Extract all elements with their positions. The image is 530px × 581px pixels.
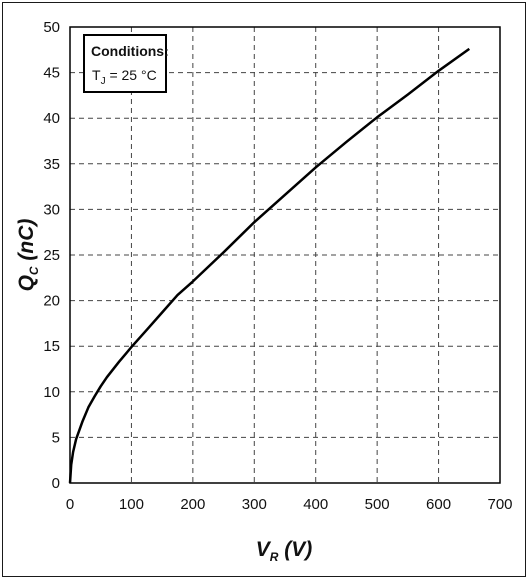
x-tick-labels: 0 100 200 300 400 500 600 700	[66, 496, 513, 513]
y-tick-label: 5	[52, 429, 60, 446]
x-tick-label: 400	[303, 496, 328, 513]
x-tick-label: 100	[119, 496, 144, 513]
conditions-t-symbol: T	[92, 67, 101, 83]
x-tick-label: 0	[66, 496, 74, 513]
x-tick-label: 500	[365, 496, 390, 513]
y-axis-title: QC (nC)	[15, 219, 41, 292]
x-tick-label: 600	[426, 496, 451, 513]
conditions-title: Conditions:	[91, 43, 169, 59]
y-tick-label: 20	[43, 293, 60, 310]
grid-lines	[70, 27, 500, 483]
conditions-j-subscript: J	[101, 76, 106, 87]
y-tick-label: 0	[52, 475, 60, 492]
y-tick-label: 30	[43, 201, 60, 218]
y-tick-label: 50	[43, 19, 60, 36]
series-group	[68, 47, 471, 484]
conditions-temp-value: = 25 °C	[106, 67, 157, 83]
x-axis-subscript: R	[270, 550, 279, 564]
y-tick-label: 10	[43, 384, 60, 401]
x-tick-label: 300	[242, 496, 267, 513]
x-tick-label: 700	[487, 496, 512, 513]
x-axis-symbol: V	[256, 538, 272, 561]
y-axis-unit: (nC)	[15, 219, 38, 267]
y-tick-labels: 0 5 10 15 20 25 30 35 40 45 50	[43, 19, 60, 492]
chart-frame	[2, 2, 526, 577]
y-tick-label: 45	[43, 65, 60, 82]
y-tick-label: 40	[43, 110, 60, 127]
x-tick-label: 200	[180, 496, 205, 513]
x-axis-title: VR (V)	[256, 538, 313, 564]
y-axis-symbol: Q	[15, 275, 38, 291]
series-line-qc	[68, 47, 471, 484]
x-axis-unit: (V)	[278, 538, 312, 561]
conditions-box: Conditions: TJ = 25 °C	[83, 34, 169, 93]
y-tick-label: 25	[43, 247, 60, 264]
plot-border	[69, 26, 501, 484]
y-axis-subscript: C	[27, 266, 41, 275]
y-tick-label: 15	[43, 338, 60, 355]
conditions-temperature: TJ = 25 °C	[92, 67, 157, 87]
y-tick-label: 35	[43, 156, 60, 173]
